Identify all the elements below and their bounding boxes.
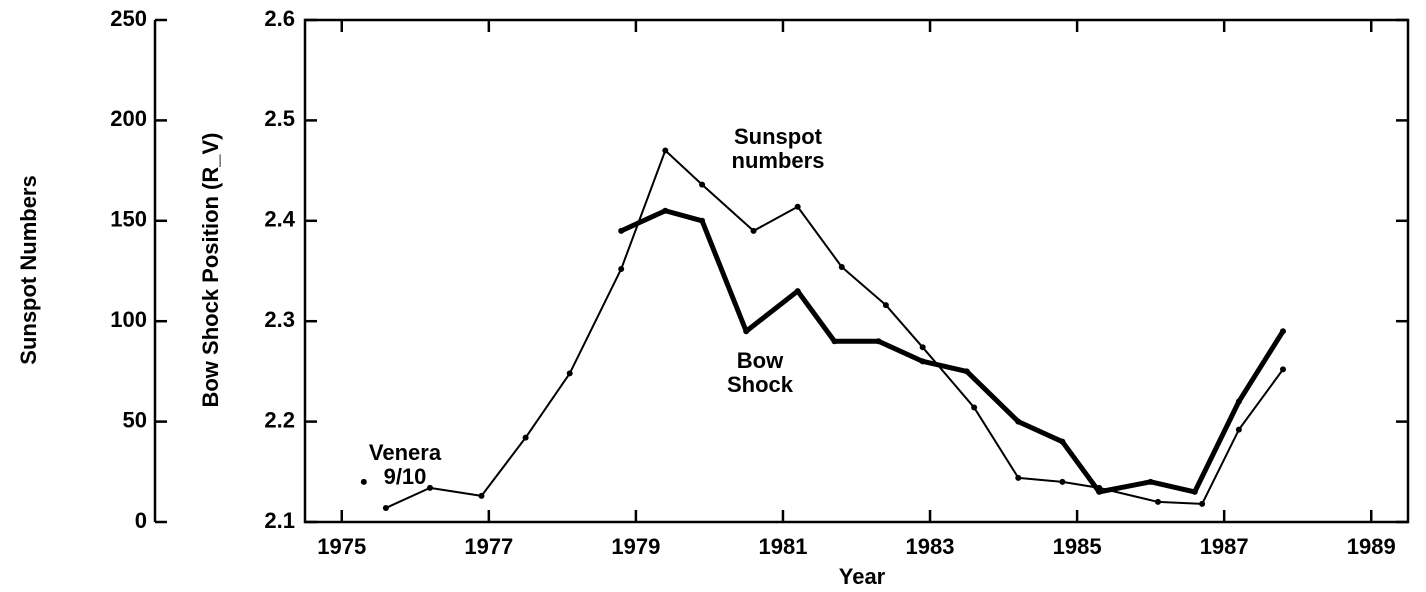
x-tick-label: 1987 bbox=[1200, 534, 1249, 559]
data-point bbox=[1015, 418, 1022, 425]
x-tick-label: 1981 bbox=[758, 534, 807, 559]
x-tick-label: 1977 bbox=[464, 534, 513, 559]
x-axis-label: Year bbox=[839, 564, 886, 589]
y-tick-label: 2.4 bbox=[264, 207, 295, 232]
data-point bbox=[963, 368, 970, 375]
data-point bbox=[478, 492, 485, 499]
data-point bbox=[1279, 366, 1286, 373]
y2-tick-label: 0 bbox=[135, 508, 147, 533]
series-label: Sunspot numbers bbox=[732, 124, 825, 173]
y-tick-label: 2.2 bbox=[264, 407, 295, 432]
data-point bbox=[566, 370, 573, 377]
data-point bbox=[831, 338, 838, 345]
data-point bbox=[1015, 474, 1022, 481]
data-point bbox=[427, 484, 434, 491]
y2-tick-label: 100 bbox=[110, 307, 147, 332]
data-point bbox=[1235, 426, 1242, 433]
y2-tick-label: 250 bbox=[110, 6, 147, 31]
data-point bbox=[662, 147, 669, 154]
data-point bbox=[1235, 398, 1242, 405]
data-point bbox=[360, 478, 367, 485]
y2-axis-label: Sunspot Numbers bbox=[16, 175, 41, 364]
series-label: Bow Shock bbox=[727, 348, 794, 397]
data-point bbox=[794, 203, 801, 210]
data-point bbox=[794, 288, 801, 295]
data-point bbox=[743, 328, 750, 335]
y2-tick-label: 150 bbox=[110, 207, 147, 232]
y-tick-label: 2.6 bbox=[264, 6, 295, 31]
x-tick-label: 1985 bbox=[1053, 534, 1102, 559]
y-tick-label: 2.1 bbox=[264, 508, 295, 533]
x-tick-label: 1983 bbox=[906, 534, 955, 559]
data-point bbox=[919, 344, 926, 351]
data-point bbox=[750, 227, 757, 234]
data-point bbox=[699, 217, 706, 224]
data-point bbox=[875, 338, 882, 345]
data-point bbox=[1059, 438, 1066, 445]
data-point bbox=[699, 181, 706, 188]
y-tick-label: 2.5 bbox=[264, 106, 295, 131]
x-tick-label: 1975 bbox=[317, 534, 366, 559]
series-label: Venera 9/10 bbox=[369, 440, 442, 489]
data-point bbox=[618, 265, 625, 272]
data-point bbox=[522, 434, 529, 441]
series-line bbox=[385, 149, 1284, 509]
data-point bbox=[1059, 478, 1066, 485]
data-point bbox=[919, 358, 926, 365]
data-point bbox=[1279, 328, 1286, 335]
data-point bbox=[882, 302, 889, 309]
x-tick-label: 1989 bbox=[1347, 534, 1396, 559]
data-point bbox=[382, 504, 389, 511]
data-point bbox=[618, 227, 625, 234]
data-point bbox=[1154, 498, 1161, 505]
data-point bbox=[838, 263, 845, 270]
series-line bbox=[620, 208, 1286, 495]
data-point bbox=[971, 404, 978, 411]
y2-tick-label: 200 bbox=[110, 106, 147, 131]
x-tick-label: 1979 bbox=[611, 534, 660, 559]
plot-frame bbox=[303, 18, 1410, 524]
data-point bbox=[662, 207, 669, 214]
y-tick-label: 2.3 bbox=[264, 307, 295, 332]
y2-tick-label: 50 bbox=[123, 407, 147, 432]
data-point bbox=[1096, 488, 1103, 495]
data-point bbox=[1191, 488, 1198, 495]
y-axis-label: Bow Shock Position (R_V) bbox=[198, 132, 223, 407]
data-point bbox=[1147, 478, 1154, 485]
data-point bbox=[1199, 500, 1206, 507]
